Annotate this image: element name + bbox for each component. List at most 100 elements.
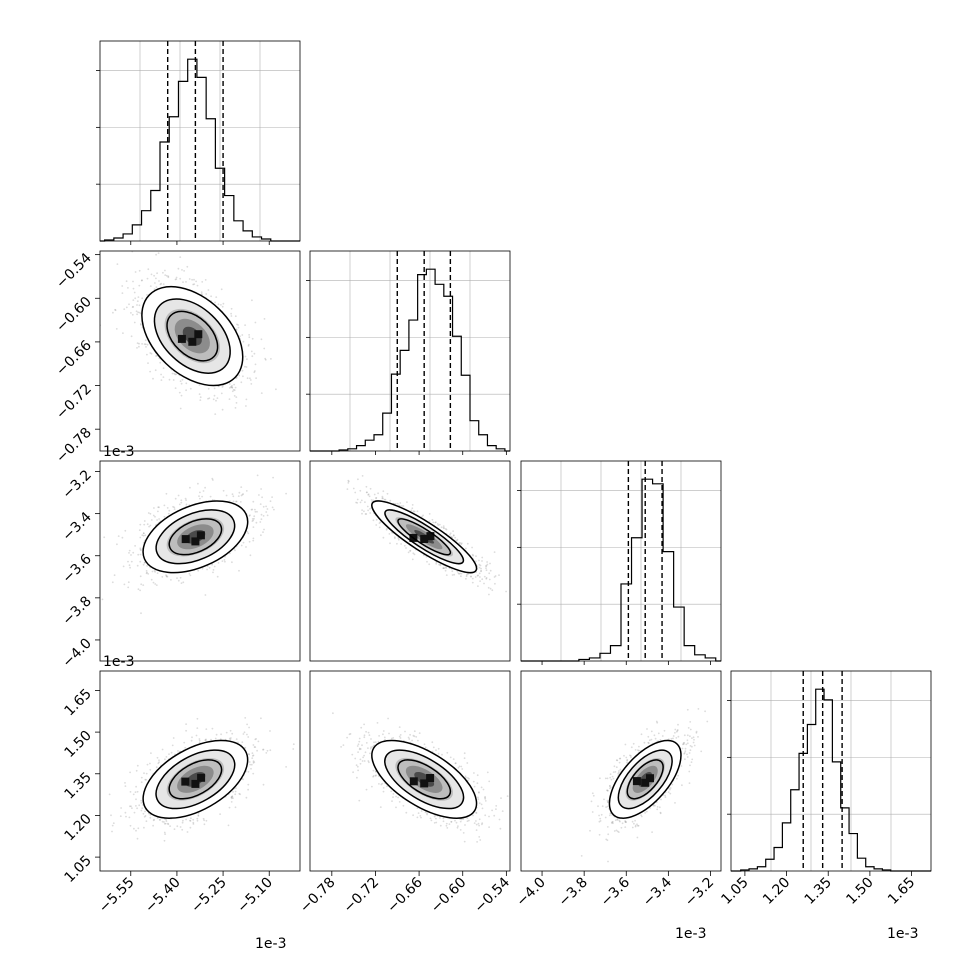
histogram-step: [731, 688, 931, 872]
sample-point: [384, 498, 387, 501]
sample-point: [170, 751, 173, 754]
sample-point: [452, 534, 455, 537]
sample-point: [142, 812, 145, 815]
sample-point: [260, 513, 263, 516]
sample-point: [125, 815, 127, 818]
density-content: [101, 474, 287, 615]
sample-point: [185, 499, 188, 501]
sample-point: [248, 334, 251, 336]
sample-point: [143, 343, 146, 346]
sample-point: [190, 817, 192, 820]
sample-point: [245, 366, 248, 368]
density-peak-cell: [181, 535, 190, 544]
sample-point: [481, 556, 484, 559]
sample-point: [208, 566, 211, 569]
sample-point: [165, 820, 168, 822]
sample-point: [247, 343, 250, 346]
sample-point: [173, 508, 176, 510]
sample-point: [146, 343, 149, 346]
sample-point: [154, 515, 156, 518]
sample-point: [426, 560, 428, 563]
sample-point: [273, 508, 275, 511]
sample-point: [192, 818, 195, 821]
sample-point: [228, 552, 231, 555]
histogram-step: [310, 268, 510, 452]
sample-point: [471, 577, 474, 580]
sample-point: [263, 347, 266, 350]
sample-point: [260, 392, 263, 394]
sample-point: [252, 772, 255, 775]
sample-point: [147, 268, 150, 271]
sample-point: [216, 397, 219, 399]
sample-point: [456, 570, 459, 573]
sample-point: [396, 542, 398, 545]
sample-point: [171, 372, 174, 375]
sample-point: [137, 588, 140, 591]
sample-point: [136, 313, 139, 316]
sample-point: [175, 278, 178, 280]
sample-point: [243, 731, 246, 734]
sample-point: [137, 311, 140, 314]
sample-point: [139, 553, 142, 556]
sample-point: [386, 527, 388, 530]
sample-point: [230, 801, 233, 803]
sample-point: [201, 281, 204, 283]
sample-point: [207, 387, 210, 390]
sample-point: [246, 723, 249, 726]
sample-point: [389, 542, 391, 545]
sample-point: [127, 586, 130, 589]
sample-point: [354, 491, 357, 494]
sample-point: [489, 569, 492, 572]
sample-point: [147, 573, 150, 575]
sample-point: [491, 589, 494, 592]
sample-point: [189, 826, 192, 829]
sample-point: [372, 519, 375, 522]
sample-point: [114, 309, 117, 312]
sample-point: [234, 386, 237, 389]
sample-point: [465, 575, 468, 578]
sample-point: [131, 807, 133, 809]
sample-point: [135, 798, 137, 801]
sample-point: [467, 573, 469, 575]
sample-point: [136, 347, 138, 349]
sample-point: [181, 269, 183, 271]
sample-point: [248, 761, 251, 763]
sample-point: [240, 486, 243, 488]
sample-point: [182, 281, 184, 283]
sample-point: [122, 332, 124, 334]
sample-point: [167, 276, 170, 279]
sample-point: [134, 271, 137, 273]
histogram-frame: [730, 670, 932, 872]
sample-point: [245, 405, 247, 407]
sample-point: [483, 575, 486, 578]
sample-point: [149, 768, 152, 771]
sample-point: [275, 388, 277, 391]
sample-point: [167, 822, 169, 825]
sample-point: [121, 536, 124, 539]
sample-point: [363, 510, 365, 513]
sample-point: [370, 499, 373, 501]
sample-point: [478, 563, 481, 566]
sample-point: [369, 512, 372, 514]
sample-point: [113, 574, 116, 577]
sample-point: [260, 534, 262, 537]
sample-point: [123, 308, 126, 310]
sample-point: [174, 373, 177, 376]
sample-point: [409, 549, 412, 552]
sample-point: [253, 371, 256, 374]
sample-point: [132, 793, 135, 796]
sample-point: [232, 797, 234, 800]
sample-point: [223, 559, 226, 561]
sample-point: [142, 563, 145, 566]
sample-point: [200, 291, 203, 294]
sample-point: [196, 284, 199, 287]
sample-point: [260, 488, 262, 490]
sample-point: [449, 532, 452, 535]
sample-point: [149, 352, 152, 354]
sample-point: [259, 521, 262, 523]
sample-point: [485, 577, 488, 579]
sample-point: [140, 323, 142, 326]
sample-point: [493, 551, 496, 553]
sample-point: [405, 547, 407, 549]
sample-point: [139, 548, 142, 551]
